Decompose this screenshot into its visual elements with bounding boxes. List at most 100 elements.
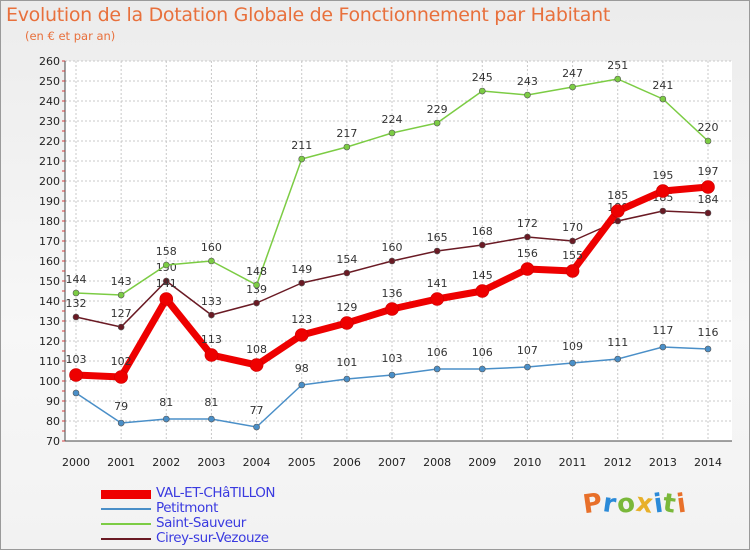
data-point-0	[701, 180, 715, 194]
data-point-0	[656, 184, 670, 198]
data-point-3	[433, 247, 441, 255]
data-label-0: 145	[472, 269, 493, 282]
data-label-0: 129	[336, 301, 357, 314]
data-label-0: 155	[562, 249, 583, 262]
data-label-2: 251	[607, 59, 628, 72]
data-label-2: 148	[246, 265, 267, 278]
x-tick-label: 2012	[604, 456, 632, 469]
data-point-2	[659, 95, 667, 103]
x-tick-label: 2003	[197, 456, 225, 469]
data-label-2: 245	[472, 71, 493, 84]
data-point-0	[114, 370, 128, 384]
legend-swatch	[101, 538, 151, 540]
data-point-0	[385, 302, 399, 316]
y-tick-label: 260	[39, 55, 60, 68]
data-point-2	[433, 119, 441, 127]
data-point-3	[208, 311, 215, 319]
data-point-3	[704, 209, 712, 217]
data-point-3	[478, 241, 486, 249]
legend-label: VAL-ET-CHâTILLON	[156, 485, 276, 501]
data-label-3: 160	[382, 241, 403, 254]
data-point-0	[69, 368, 83, 382]
data-point-1	[478, 365, 486, 373]
data-label-2: 229	[427, 103, 448, 116]
data-point-2	[614, 75, 622, 83]
data-label-2: 211	[291, 139, 312, 152]
data-point-2	[298, 155, 306, 163]
data-point-3	[614, 217, 622, 225]
data-point-3	[298, 279, 306, 287]
y-tick-label: 160	[39, 255, 60, 268]
data-point-2	[72, 289, 80, 297]
data-point-3	[117, 323, 125, 331]
data-label-3: 133	[201, 295, 222, 308]
legend-label: Cirey-sur-Vezouze	[156, 530, 269, 546]
x-tick-label: 2005	[288, 456, 316, 469]
x-tick-label: 2002	[152, 456, 180, 469]
data-label-1: 117	[652, 324, 673, 337]
data-point-3	[524, 233, 531, 241]
data-label-0: 185	[607, 189, 628, 202]
data-label-3: 149	[291, 263, 312, 276]
data-label-1: 81	[204, 396, 218, 409]
y-tick-label: 150	[39, 275, 60, 288]
x-tick-label: 2004	[243, 456, 271, 469]
plot-area	[65, 61, 732, 441]
data-point-2	[117, 291, 125, 299]
y-tick-label: 230	[39, 115, 60, 128]
data-label-3: 154	[336, 253, 357, 266]
x-tick-label: 2007	[378, 456, 406, 469]
data-label-3: 127	[111, 307, 132, 320]
data-label-3: 170	[562, 221, 583, 234]
data-label-2: 143	[111, 275, 132, 288]
y-tick-label: 130	[39, 315, 60, 328]
data-point-1	[524, 363, 531, 371]
y-tick-label: 200	[39, 175, 60, 188]
y-tick-label: 220	[39, 135, 60, 148]
data-point-3	[388, 257, 396, 265]
data-label-2: 160	[201, 241, 222, 254]
data-label-1: 81	[159, 396, 173, 409]
data-label-3: 132	[66, 297, 87, 310]
data-point-1	[298, 381, 306, 389]
data-label-0: 136	[382, 287, 403, 300]
x-tick-label: 2006	[333, 456, 361, 469]
legend-swatch	[101, 508, 151, 510]
data-point-3	[569, 237, 576, 245]
data-label-0: 195	[652, 169, 673, 182]
y-tick-label: 100	[39, 375, 60, 388]
x-tick-label: 2009	[468, 456, 496, 469]
data-point-1	[162, 415, 170, 423]
data-label-1: 98	[295, 362, 309, 375]
data-point-3	[162, 277, 170, 285]
data-label-2: 144	[66, 273, 87, 286]
data-label-2: 241	[652, 79, 673, 92]
proxiti-logo: Proxiti	[581, 488, 689, 521]
data-point-0	[159, 292, 174, 306]
data-point-1	[433, 365, 441, 373]
data-label-2: 224	[382, 113, 403, 126]
data-label-2: 243	[517, 75, 538, 88]
data-point-0	[249, 358, 264, 372]
chart-subtitle: (en € et par an)	[25, 29, 116, 43]
data-point-1	[569, 359, 576, 367]
legend-swatch	[101, 489, 151, 499]
data-point-2	[253, 281, 260, 289]
data-label-0: 108	[246, 343, 267, 356]
data-label-0: 141	[156, 277, 177, 290]
data-point-3	[253, 299, 260, 307]
data-point-3	[72, 313, 80, 321]
data-label-0: 102	[111, 355, 132, 368]
data-point-1	[388, 371, 396, 379]
data-point-0	[475, 284, 490, 298]
data-label-1: 116	[698, 326, 719, 339]
y-tick-label: 250	[39, 75, 60, 88]
data-point-0	[520, 262, 535, 276]
data-label-1: 77	[250, 404, 264, 417]
data-point-0	[610, 204, 625, 218]
data-label-1: 106	[472, 346, 493, 359]
y-tick-label: 70	[46, 435, 60, 448]
data-point-2	[524, 91, 531, 99]
